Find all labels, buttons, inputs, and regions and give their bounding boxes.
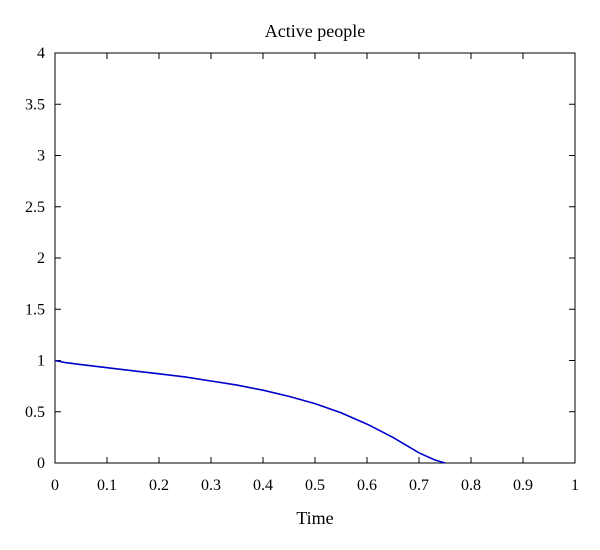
x-tick-label: 0.4 [253, 477, 273, 494]
series-group [54, 359, 446, 464]
x-tick-label: 0.1 [97, 477, 117, 494]
x-tick-label: 0.8 [461, 477, 481, 494]
x-tick-label: 0.2 [149, 477, 169, 494]
y-tick-label: 0.5 [25, 404, 45, 421]
x-tick-label: 0.3 [201, 477, 221, 494]
axis-ticks: 0 0.1 0.2 0.3 0.4 0.5 0.6 0.7 0.8 0.9 1 0 0.5 1 1.5 2 2.… [25, 45, 579, 494]
x-tick-label: 0.5 [305, 477, 325, 494]
x-tick-label: 0.7 [409, 477, 429, 494]
y-tick-label: 3 [37, 148, 45, 165]
x-axis-label: Time [296, 508, 333, 528]
y-tick-label: 1.5 [25, 301, 45, 318]
x-tick-label: 0.6 [357, 477, 377, 494]
x-tick-label: 1 [571, 477, 579, 494]
y-tick-label: 4 [37, 45, 45, 62]
y-tick-label: 2.5 [25, 199, 45, 216]
x-tick-label: 0.9 [513, 477, 533, 494]
y-tick-label: 1 [37, 353, 45, 370]
y-tick-label: 0 [37, 455, 45, 472]
y-tick-label: 2 [37, 250, 45, 267]
y-tick-label: 3.5 [25, 96, 45, 113]
series-line-0 [54, 359, 446, 464]
x-tick-label: 0 [51, 477, 59, 494]
chart-title: Active people [265, 21, 365, 41]
plot-area-frame [54, 52, 576, 464]
